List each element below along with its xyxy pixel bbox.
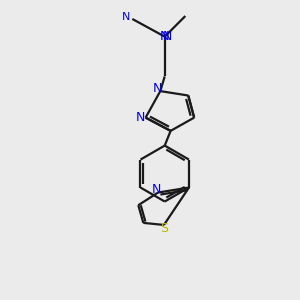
Text: N: N <box>122 12 130 22</box>
Text: N: N <box>136 110 145 124</box>
Text: N: N <box>153 82 162 95</box>
Text: N: N <box>160 30 169 43</box>
Text: N: N <box>152 183 161 196</box>
Text: N: N <box>162 30 172 43</box>
Text: S: S <box>160 222 169 235</box>
